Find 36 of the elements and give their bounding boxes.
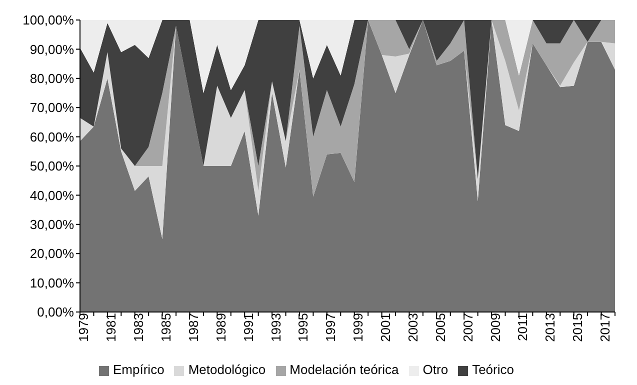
y-tick-label: 20,00% — [30, 246, 74, 262]
legend-label: Modelación teórica — [290, 362, 399, 377]
legend-label: Teórico — [472, 362, 514, 377]
x-tick-label: 1985 — [158, 313, 174, 342]
x-tick-label: 2001 — [378, 313, 394, 342]
x-tick-label: 1979 — [76, 313, 92, 342]
legend-label: Metodológico — [188, 362, 266, 377]
x-tick-label: 2009 — [488, 313, 503, 342]
x-tick-label: 2011 — [515, 313, 530, 341]
x-tick-label: 2007 — [460, 313, 476, 342]
legend-label: Empírico — [113, 362, 164, 377]
x-tick-label: 2005 — [432, 313, 448, 342]
x-tick-label: 1993 — [268, 313, 284, 342]
y-tick-label: 90,00% — [30, 42, 74, 57]
x-tick-label: 1991 — [240, 313, 256, 342]
y-tick-label: 0,00% — [37, 304, 74, 320]
y-tick-label: 100,00% — [22, 12, 74, 28]
x-tick-label: 2003 — [405, 313, 420, 342]
x-tick-label: 2015 — [570, 313, 586, 342]
y-tick-label: 30,00% — [30, 217, 74, 232]
x-tick-label: 1987 — [186, 313, 201, 342]
x-tick-label: 2013 — [542, 313, 558, 342]
y-tick-label: 80,00% — [30, 71, 74, 86]
x-tick-label: 1995 — [296, 313, 311, 342]
x-tick-label: 1983 — [131, 313, 146, 342]
y-tick-label: 50,00% — [30, 158, 74, 174]
x-tick-label: 1981 — [104, 313, 119, 342]
y-tick-label: 60,00% — [30, 129, 74, 144]
y-tick-label: 10,00% — [30, 275, 74, 290]
x-tick-label: 2017 — [598, 313, 613, 342]
x-tick-label: 1999 — [350, 313, 366, 342]
x-tick-label: 1997 — [323, 313, 338, 342]
y-tick-label: 40,00% — [30, 188, 74, 203]
legend-label: Otro — [422, 362, 448, 377]
y-tick-label: 70,00% — [30, 100, 74, 116]
x-tick-label: 1989 — [213, 313, 228, 342]
